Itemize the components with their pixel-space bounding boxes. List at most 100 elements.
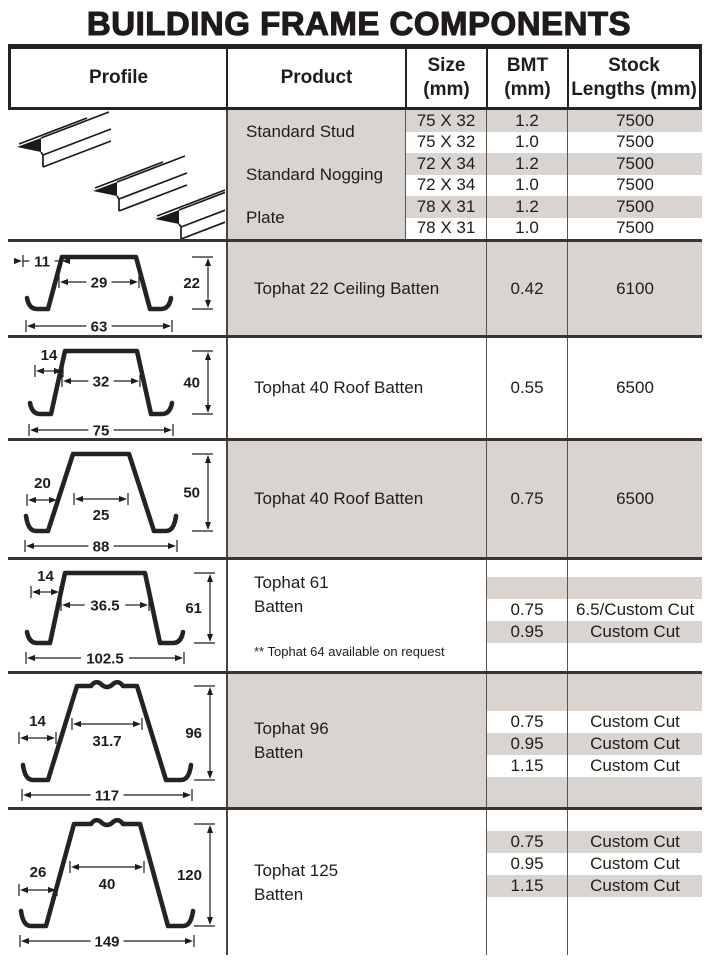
tophat-125-profile-drawing: 149 120 40 26 [18,817,215,950]
stock-value: Custom Cut [590,734,680,753]
stock-value: 6.5/Custom Cut [568,599,702,621]
size-value: 75 X 32 [416,132,476,152]
svg-text:11: 11 [34,254,50,271]
product-name: Tophat 40 Roof Batten [254,489,424,508]
product-name: Tophat 22 Ceiling Batten [254,278,440,298]
stock-value: 6500 [616,378,654,397]
product-cell: Tophat 125 Batten [226,810,486,955]
components-table: Profile Product Size (mm) BMT (mm) Stock… [8,44,702,955]
size-column: 75 X 32 75 X 32 72 X 34 72 X 34 78 X 31 … [405,110,486,239]
stock-value: Custom Cut [568,853,702,875]
stock-cell: 6500 [567,441,702,557]
product-group-cell: Standard Stud Standard Nogging Plate [226,110,405,239]
stock-value: 7500 [616,175,654,195]
svg-text:20: 20 [34,475,51,492]
bmt-cell: 0.75 [486,441,567,557]
header-bmt: BMT (mm) [486,49,567,107]
bmt-cell: 0.75 0.95 1.15 [486,810,567,955]
stock-value: 7500 [568,196,702,218]
svg-text:120: 120 [177,867,202,884]
tophat-96-profile-drawing: 117 96 31.7 14 [18,679,215,805]
product-cell: Tophat 96 Batten [226,674,486,807]
size-value: 72 X 34 [406,153,486,175]
header-stock-lengths: Stock Lengths (mm) [567,49,699,107]
product-cell: Tophat 40 Roof Batten [226,441,486,557]
stock-value: 7500 [568,153,702,175]
product-name-line1: Tophat 125 [254,860,339,880]
stock-column: 7500 7500 7500 7500 7500 7500 [567,110,702,239]
svg-text:14: 14 [29,713,46,730]
product-name: Standard Stud [246,121,355,141]
product-cell: Tophat 40 Roof Batten [226,338,486,438]
header-product: Product [226,49,405,107]
bmt-value: 0.75 [487,831,567,853]
stock-value: 6100 [616,278,654,298]
stock-value: Custom Cut [568,621,702,643]
table-row-tophat-61: 102.5 61 36.5 14 Tophat 61 Batten ** Tophat… [8,560,702,674]
table-row-tophat-96: 117 96 31.7 14 Tophat 96 Batten 0.75 0.95 1… [8,674,702,810]
product-name: Tophat 40 Roof Batten [254,378,424,397]
availability-note: ** Tophat 64 available on request [254,644,445,659]
stock-value: Custom Cut [568,755,702,777]
bmt-value: 0.55 [510,378,544,397]
svg-text:40: 40 [99,876,116,893]
stock-cell: 6500 [567,338,702,438]
bmt-value: 1.0 [515,218,539,238]
svg-text:40: 40 [183,375,200,392]
bmt-value: 1.0 [515,175,539,195]
bmt-value: 0.75 [510,489,544,508]
svg-text:26: 26 [30,864,47,881]
table-row-framing: Standard Stud Standard Nogging Plate 75 … [8,110,702,242]
svg-text:29: 29 [91,275,108,292]
svg-text:25: 25 [93,507,110,524]
svg-text:117: 117 [95,788,119,805]
bmt-value: 0.95 [510,734,544,753]
product-name-line2: Batten [254,742,304,762]
page-title: BUILDING FRAME COMPONENTS [86,4,632,42]
stock-value: 7500 [616,132,654,152]
product-name-line1: Tophat 96 [254,718,329,738]
svg-text:22: 22 [183,275,200,292]
bmt-value: 1.2 [487,153,567,175]
bmt-value: 1.0 [515,132,539,152]
c-channel-profile-drawing [8,110,226,239]
tophat-40-profile-drawing: 88 50 25 20 [23,451,213,556]
bmt-value: 1.15 [487,755,567,777]
product-name: Standard Nogging [246,164,384,184]
product-name-line2: Batten [254,596,304,616]
stock-cell: Custom Cut Custom Cut Custom Cut [567,810,702,955]
svg-text:61: 61 [185,600,202,617]
product-cell: Tophat 61 Batten ** Tophat 64 available … [226,560,486,671]
bmt-cell: 0.42 [486,242,567,335]
bmt-value: 0.95 [487,621,567,643]
stock-value: 7500 [568,110,702,132]
tophat-61-profile-drawing: 102.5 61 36.5 14 [24,568,215,668]
bmt-column: 1.2 1.0 1.2 1.0 1.2 1.0 [486,110,567,239]
stock-cell: Custom Cut Custom Cut Custom Cut [567,674,702,807]
svg-text:88: 88 [93,539,110,556]
svg-text:14: 14 [41,347,58,364]
stock-cell: 6.5/Custom Cut Custom Cut [567,560,702,671]
size-value: 78 X 31 [416,218,476,238]
bmt-value: 0.95 [487,853,567,875]
header-size: Size (mm) [405,49,486,107]
stock-cell: 6100 [567,242,702,335]
stock-value: 7500 [616,218,654,238]
bmt-value: 1.2 [487,196,567,218]
stock-value: Custom Cut [568,831,702,853]
size-value: 72 X 34 [416,175,476,195]
bmt-cell: 0.75 0.95 1.15 [486,674,567,807]
bmt-value: 0.42 [510,278,544,298]
table-row-tophat-22: 63 22 29 11 Tophat 22 Ceiling Batten 0.42 6… [8,242,702,338]
product-name-line1: Tophat 61 [254,573,329,592]
stock-value: 6500 [616,489,654,508]
svg-text:96: 96 [185,725,202,742]
header-profile: Profile [88,67,149,89]
bmt-value: 0.75 [487,711,567,733]
svg-text:36.5: 36.5 [90,598,119,615]
svg-text:50: 50 [183,485,200,502]
size-value: 78 X 31 [406,196,486,218]
stock-value: Custom Cut [568,711,702,733]
bmt-cell: 0.55 [486,338,567,438]
c-channel-sketch-icon [17,110,225,239]
